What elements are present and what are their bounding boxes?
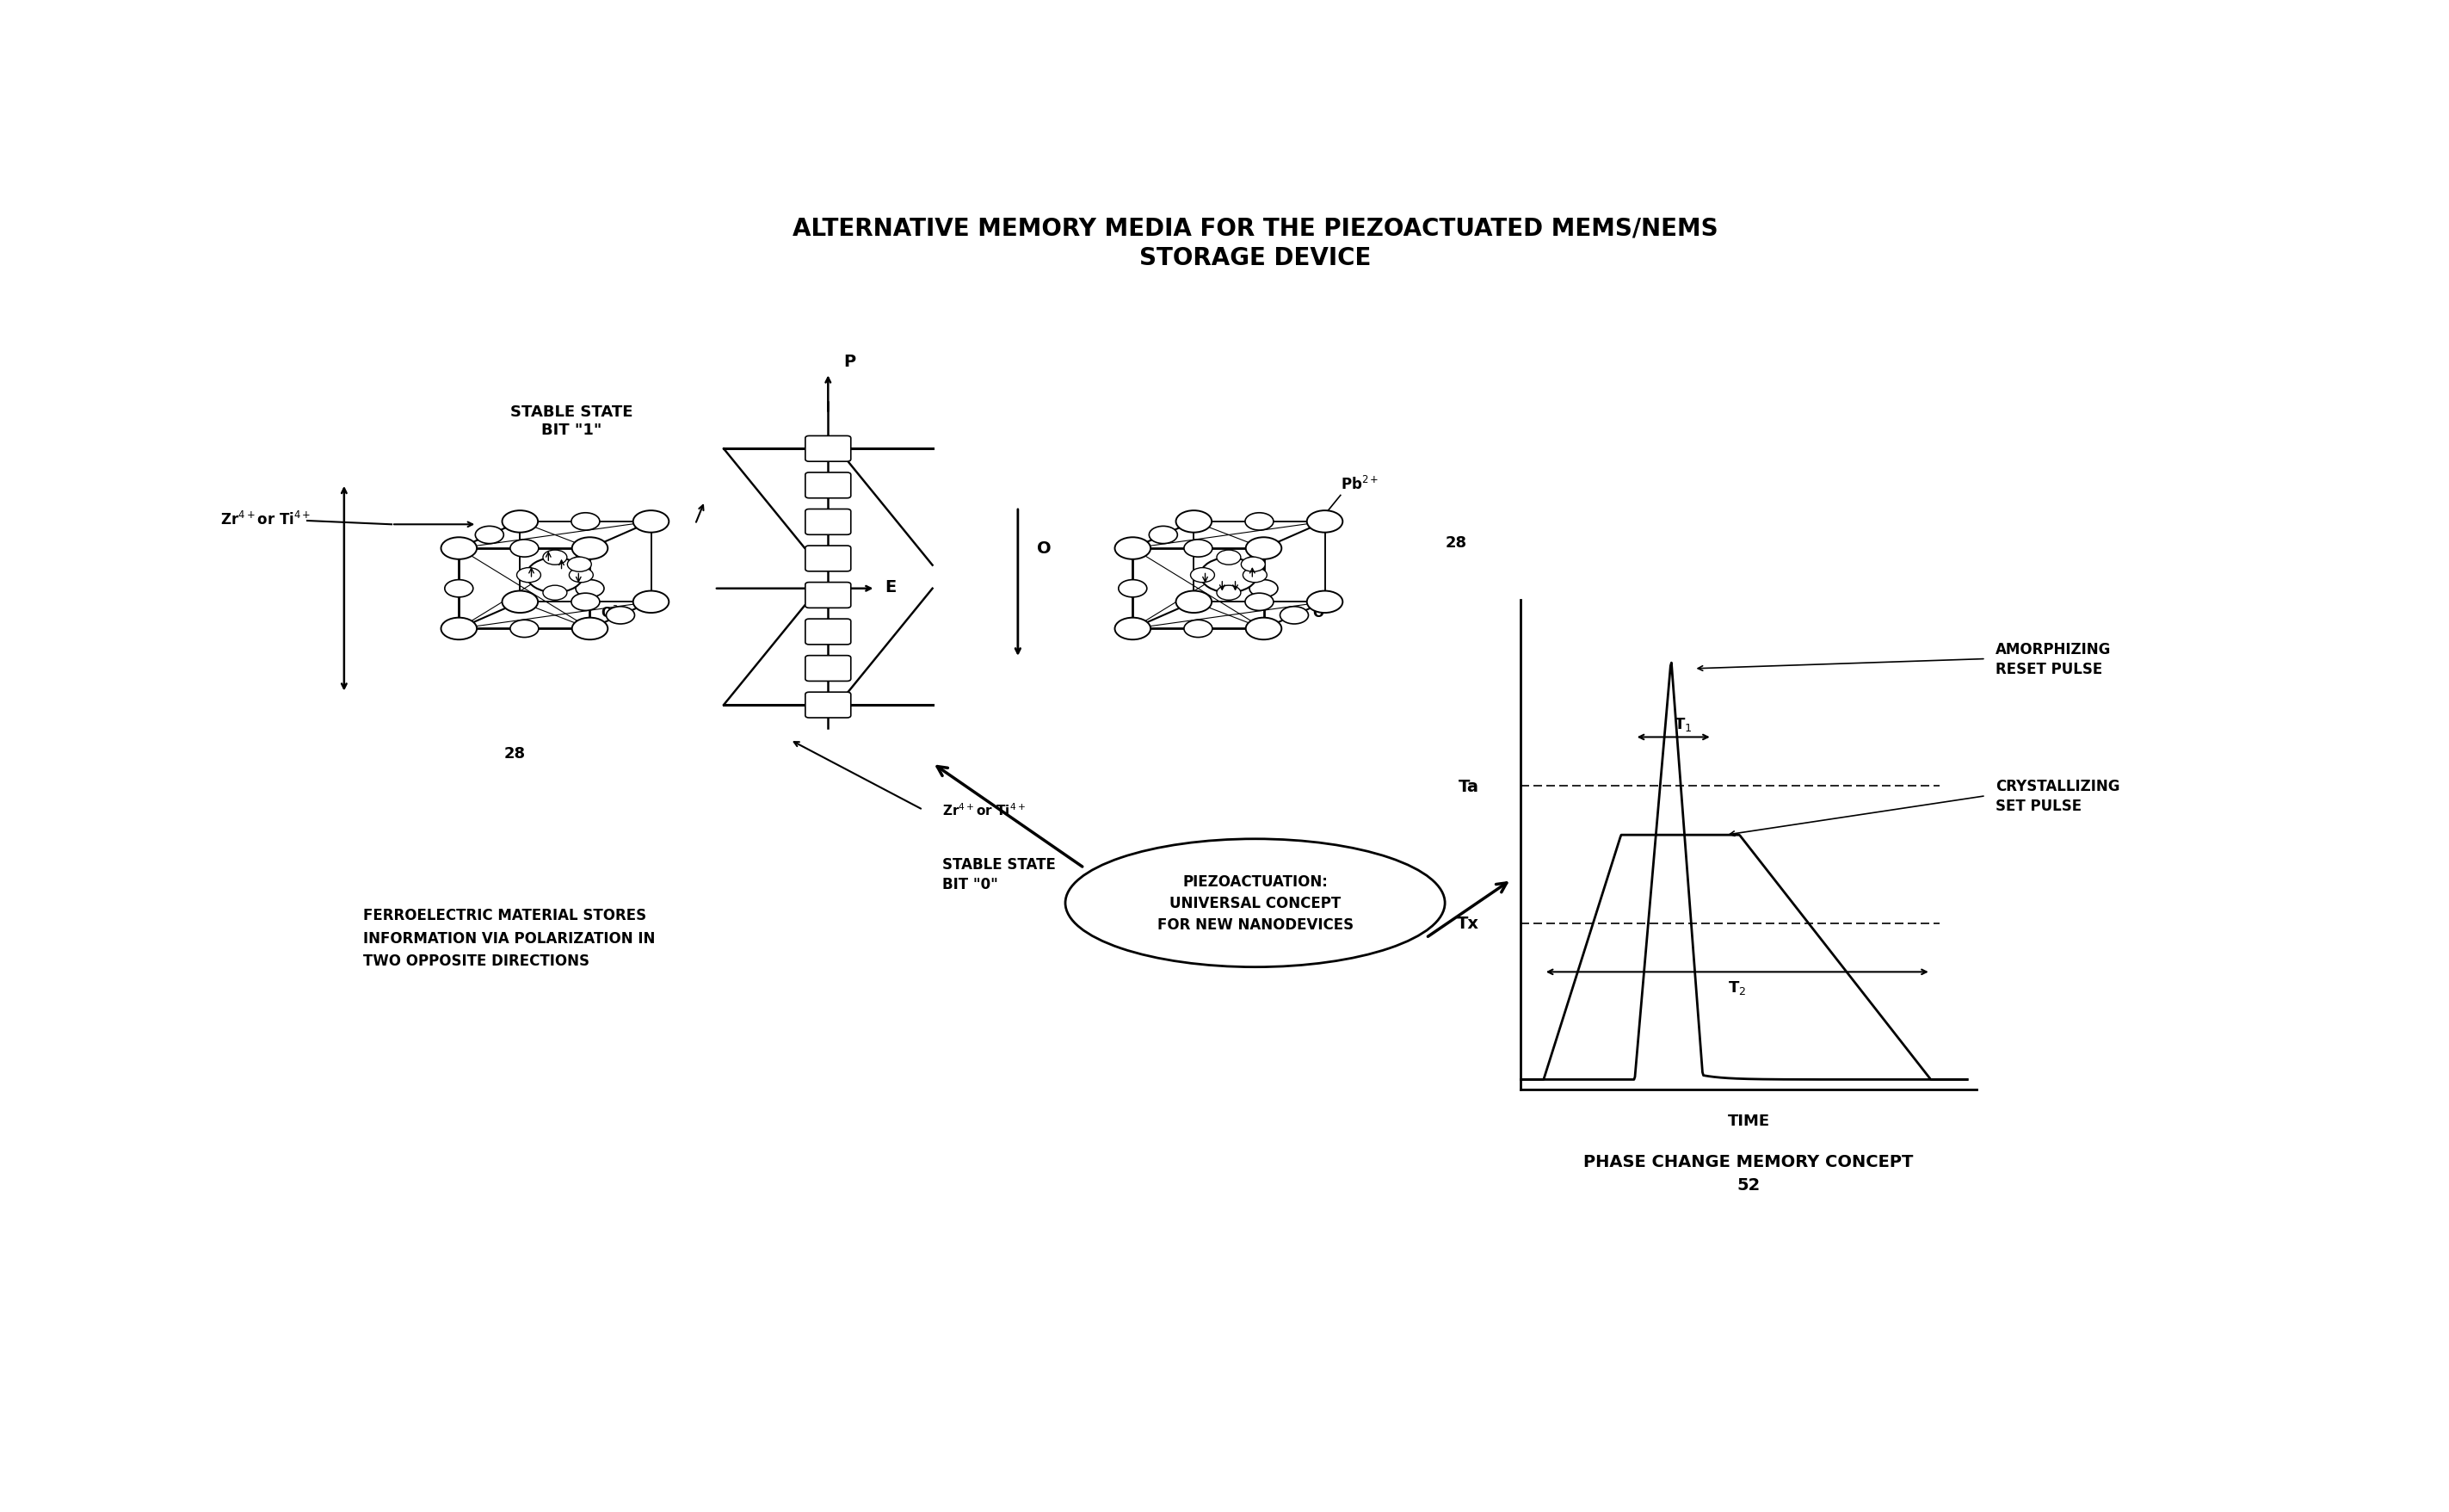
Text: CRYSTALLIZING
SET PULSE: CRYSTALLIZING SET PULSE — [1996, 779, 2121, 813]
FancyBboxPatch shape — [806, 473, 850, 499]
Circle shape — [1308, 511, 1342, 532]
Text: PHASE CHANGE MEMORY CONCEPT
52: PHASE CHANGE MEMORY CONCEPT 52 — [1585, 1154, 1913, 1193]
Text: 28: 28 — [1445, 535, 1467, 550]
Circle shape — [576, 581, 605, 597]
Circle shape — [502, 511, 539, 532]
FancyBboxPatch shape — [806, 620, 850, 646]
Circle shape — [573, 538, 607, 559]
Text: Tx: Tx — [1457, 915, 1479, 931]
Text: 28: 28 — [504, 745, 527, 762]
Text: Zr$^{4+}$or Ti$^{4+}$: Zr$^{4+}$or Ti$^{4+}$ — [943, 801, 1026, 818]
Circle shape — [1149, 526, 1178, 544]
Circle shape — [446, 581, 473, 597]
Circle shape — [1308, 591, 1342, 614]
Text: O: O — [1036, 540, 1051, 556]
Circle shape — [441, 618, 478, 640]
Circle shape — [634, 511, 669, 532]
Circle shape — [502, 591, 539, 614]
Circle shape — [1176, 591, 1212, 614]
Text: ALTERNATIVE MEMORY MEDIA FOR THE PIEZOACTUATED MEMS/NEMS
STORAGE DEVICE: ALTERNATIVE MEMORY MEDIA FOR THE PIEZOAC… — [793, 216, 1717, 271]
Circle shape — [544, 550, 568, 565]
Text: P: P — [842, 354, 855, 370]
Circle shape — [568, 569, 593, 584]
Circle shape — [1114, 538, 1151, 559]
Text: O$^{2-}$: O$^{2-}$ — [600, 605, 627, 620]
Text: Zr$^{4+}$or Ti$^{4+}$: Zr$^{4+}$or Ti$^{4+}$ — [220, 511, 311, 528]
Circle shape — [634, 591, 669, 614]
Circle shape — [544, 585, 568, 600]
Circle shape — [1183, 540, 1212, 558]
Circle shape — [517, 569, 541, 584]
Circle shape — [1242, 558, 1266, 572]
Circle shape — [527, 558, 583, 593]
Circle shape — [1176, 511, 1212, 532]
Circle shape — [1281, 606, 1308, 624]
Text: STABLE STATE
BIT "0": STABLE STATE BIT "0" — [943, 856, 1056, 892]
Circle shape — [571, 513, 600, 531]
Text: STABLE STATE
BIT "1": STABLE STATE BIT "1" — [509, 404, 634, 437]
Circle shape — [1190, 569, 1215, 584]
Circle shape — [1244, 594, 1273, 611]
Circle shape — [568, 558, 590, 572]
Circle shape — [509, 540, 539, 558]
FancyBboxPatch shape — [806, 692, 850, 718]
Circle shape — [509, 620, 539, 638]
Circle shape — [1249, 581, 1278, 597]
Circle shape — [475, 526, 504, 544]
Text: AMORPHIZING
RESET PULSE: AMORPHIZING RESET PULSE — [1996, 641, 2111, 677]
Circle shape — [1217, 550, 1242, 565]
FancyBboxPatch shape — [806, 656, 850, 682]
Circle shape — [571, 594, 600, 611]
FancyBboxPatch shape — [806, 582, 850, 608]
Circle shape — [441, 538, 478, 559]
Text: Pb$^{2+}$: Pb$^{2+}$ — [544, 569, 580, 587]
Circle shape — [1200, 558, 1256, 593]
Circle shape — [607, 606, 634, 624]
Circle shape — [1217, 585, 1242, 600]
Circle shape — [1247, 538, 1281, 559]
Text: Ta: Ta — [1460, 779, 1479, 794]
Circle shape — [1244, 569, 1266, 584]
Text: T$_2$: T$_2$ — [1729, 980, 1746, 996]
Circle shape — [1114, 618, 1151, 640]
Circle shape — [1183, 620, 1212, 638]
Text: E: E — [884, 579, 896, 594]
Text: Pb$^{2+}$: Pb$^{2+}$ — [1340, 475, 1379, 493]
Text: TIME: TIME — [1727, 1113, 1771, 1128]
FancyBboxPatch shape — [806, 437, 850, 463]
Circle shape — [573, 618, 607, 640]
Text: PIEZOACTUATION:
UNIVERSAL CONCEPT
FOR NEW NANODEVICES: PIEZOACTUATION: UNIVERSAL CONCEPT FOR NE… — [1156, 874, 1354, 933]
Ellipse shape — [1065, 839, 1445, 968]
FancyBboxPatch shape — [806, 510, 850, 535]
Circle shape — [1244, 513, 1273, 531]
Text: O$^{2-}$: O$^{2-}$ — [1313, 605, 1340, 620]
Text: T$_1$: T$_1$ — [1673, 715, 1692, 733]
FancyBboxPatch shape — [806, 546, 850, 572]
Circle shape — [1119, 581, 1146, 597]
Circle shape — [1247, 618, 1281, 640]
Text: FERROELECTRIC MATERIAL STORES
INFORMATION VIA POLARIZATION IN
TWO OPPOSITE DIREC: FERROELECTRIC MATERIAL STORES INFORMATIO… — [362, 907, 654, 969]
